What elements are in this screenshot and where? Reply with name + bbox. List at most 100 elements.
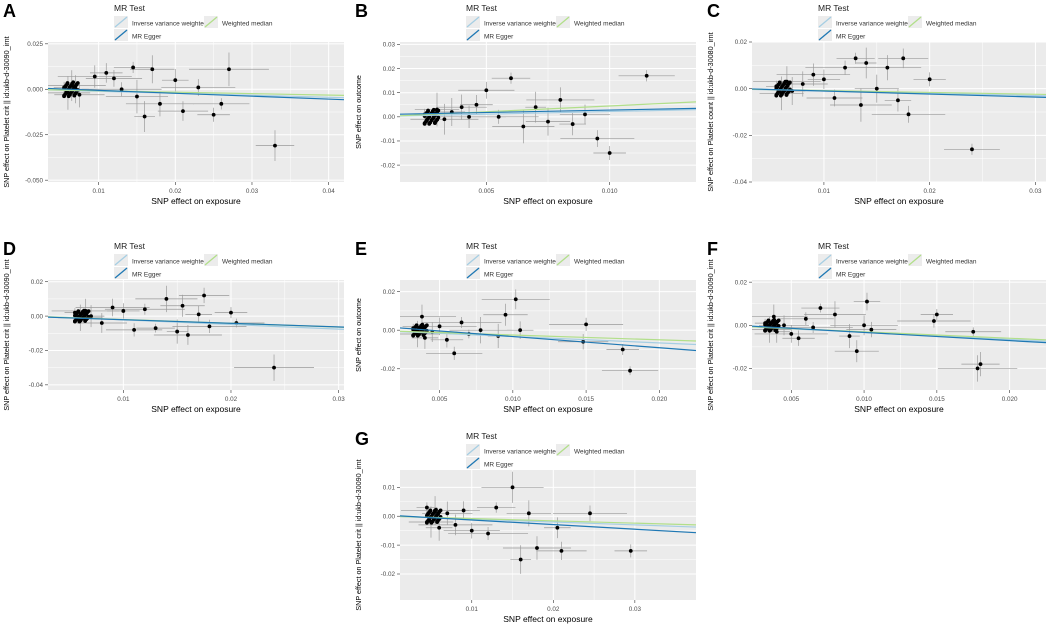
y-tick-label: 0.02 xyxy=(735,39,748,46)
legend-key-line xyxy=(466,16,480,28)
data-point xyxy=(431,517,436,522)
legend-item-label: MR Egger xyxy=(836,34,866,41)
panel-label: F xyxy=(707,239,718,259)
legend-item-label: Weighted median xyxy=(574,21,625,28)
y-axis-title: SNP effect on outcome xyxy=(354,75,363,149)
legend-title: MR Test xyxy=(114,241,146,251)
data-point xyxy=(104,71,109,75)
data-point xyxy=(859,103,863,107)
y-tick-label: -0.025 xyxy=(25,132,43,139)
data-point xyxy=(69,83,74,88)
legend-key-line xyxy=(204,254,218,266)
data-point xyxy=(211,112,216,117)
data-point xyxy=(461,508,466,513)
legend-key-line xyxy=(908,16,922,28)
data-point xyxy=(978,362,983,367)
mr-egger-line xyxy=(400,107,696,115)
data-point xyxy=(885,65,890,70)
panel-label: A xyxy=(3,1,16,21)
y-tick-label: -0.02 xyxy=(381,366,396,373)
data-point xyxy=(767,327,772,332)
weighted-median-line xyxy=(400,515,696,526)
y-tick-label: 0.00 xyxy=(383,327,396,334)
y-axis-title: SNP effect on Platelet count || id:ukb-d… xyxy=(706,32,715,191)
x-tick-label: 0.03 xyxy=(246,188,259,195)
panel-f: F MR Test Inverse variance weighted Weighte… xyxy=(704,238,1052,418)
data-point xyxy=(782,323,786,328)
data-point xyxy=(763,328,767,333)
y-tick-label: 0.000 xyxy=(27,86,43,93)
data-point xyxy=(65,81,70,85)
panel-e: E MR Test Inverse variance weighted Weighte… xyxy=(352,238,702,418)
x-axis-title: SNP effect on exposure xyxy=(854,404,944,414)
data-point xyxy=(444,337,449,342)
legend-title: MR Test xyxy=(818,3,850,13)
legend-item-label: Inverse variance weighted xyxy=(484,259,560,266)
x-axis-title: SNP effect on exposure xyxy=(503,404,593,414)
data-point xyxy=(796,336,801,341)
chart-svg: A MR Test Inverse variance weighted Weighte… xyxy=(2,1,344,206)
data-point xyxy=(644,73,649,78)
data-point xyxy=(112,76,116,81)
grid xyxy=(752,42,1046,182)
data-point xyxy=(474,102,479,107)
data-point xyxy=(628,368,632,373)
data-point xyxy=(445,511,450,516)
data-point xyxy=(906,112,911,117)
data-point xyxy=(833,312,837,317)
data-point xyxy=(896,98,900,103)
x-tick-label: 0.01 xyxy=(466,606,479,613)
panel-b: B MR Test Inverse variance weighted Weighte… xyxy=(352,0,702,210)
x-tick-label: 0.010 xyxy=(602,188,618,195)
data-point xyxy=(484,88,489,93)
data-point xyxy=(426,108,430,113)
legend-key-line xyxy=(556,16,570,28)
x-tick-label: 0.03 xyxy=(629,606,642,613)
data-point xyxy=(607,151,612,155)
data-point xyxy=(273,143,277,148)
chart-svg: B MR Test Inverse variance weighted Weighte… xyxy=(354,1,696,206)
legend-key-line xyxy=(818,16,832,28)
data-point xyxy=(66,91,70,95)
data-point xyxy=(428,508,433,513)
y-tick-label: -0.02 xyxy=(733,133,748,140)
data-point xyxy=(433,508,437,513)
y-tick-label: 0.01 xyxy=(383,485,396,492)
grid xyxy=(752,280,1046,390)
y-axis-title: SNP effect on outcome xyxy=(354,298,363,372)
data-point xyxy=(843,65,847,70)
data-point xyxy=(853,56,858,61)
x-tick-label: 0.010 xyxy=(505,396,521,403)
data-point xyxy=(73,319,77,323)
data-point xyxy=(526,511,531,516)
data-point xyxy=(158,101,162,106)
data-point xyxy=(869,327,874,332)
plot-area xyxy=(400,470,696,600)
mr-egger-line xyxy=(752,88,1046,98)
legend-item-label: MR Egger xyxy=(836,272,866,279)
legend-title: MR Test xyxy=(114,3,146,13)
data-point xyxy=(583,112,587,117)
data-point xyxy=(411,333,416,338)
data-point xyxy=(766,318,771,323)
x-tick-label: 0.04 xyxy=(323,188,336,195)
legend-item-label: Weighted median xyxy=(574,449,625,456)
ivw-line xyxy=(400,109,696,117)
data-point xyxy=(521,124,526,129)
x-axis-title: SNP effect on exposure xyxy=(854,196,944,206)
legend-title: MR Test xyxy=(818,241,850,251)
data-point xyxy=(421,332,426,337)
data-point xyxy=(785,83,790,88)
y-tick-label: -0.02 xyxy=(381,571,396,578)
legend-item-label: Inverse variance weighted xyxy=(836,259,912,266)
data-point xyxy=(513,297,518,302)
x-tick-label: 0.02 xyxy=(225,396,238,403)
data-point xyxy=(219,101,224,106)
data-point xyxy=(510,485,515,490)
y-tick-label: -0.04 xyxy=(29,382,44,389)
legend-key-line xyxy=(466,29,480,41)
data-point xyxy=(459,105,464,110)
y-axis-title: SNP effect on Platelet crit || id:ukb-d-… xyxy=(706,259,715,410)
data-point xyxy=(62,93,67,98)
data-point xyxy=(78,312,83,317)
